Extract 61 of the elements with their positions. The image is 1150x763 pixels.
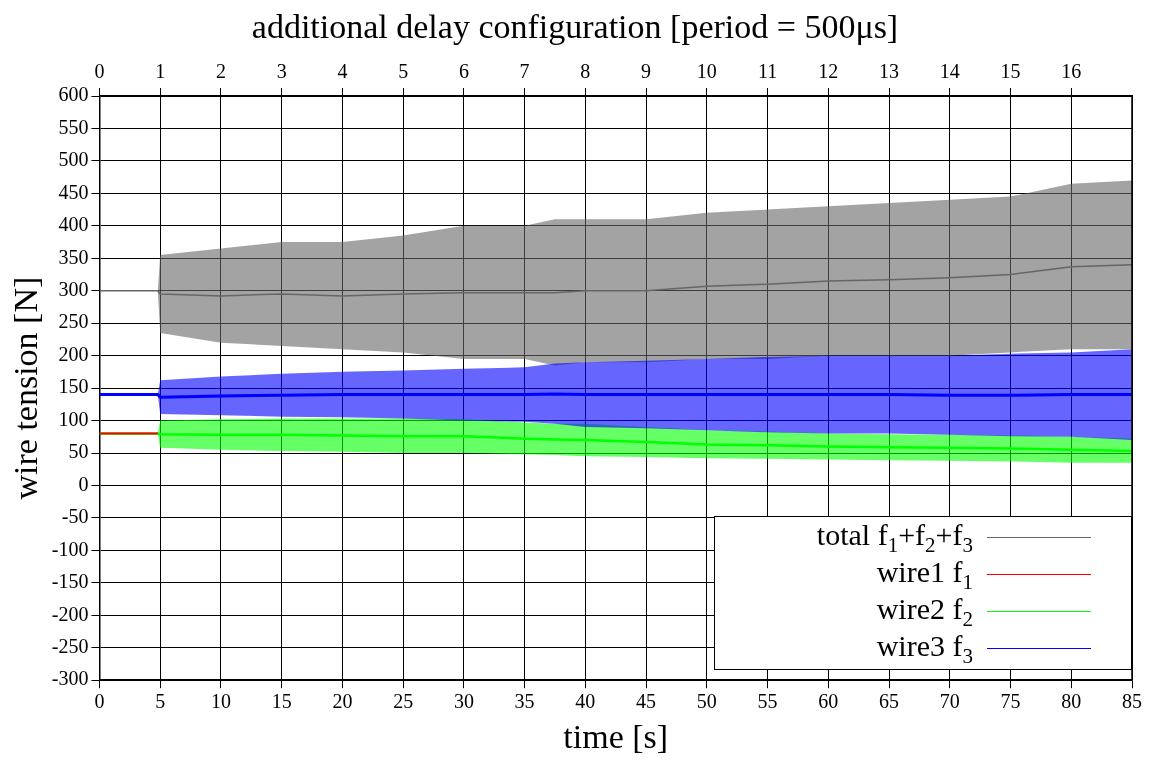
x2-tick-label: 14 [939,60,960,83]
y-tick-label: -300 [51,667,89,690]
x-tick-label: 5 [155,690,166,713]
x-tick-label: 50 [696,690,717,713]
x-tick-label: 15 [271,690,292,713]
y-tick-label: 50 [68,440,89,463]
x-axis-title: time [s] [563,717,669,755]
legend-label: total f$_{1}$+f$_{2}$+f$_{3}$ [816,517,973,557]
x2-tick-label: 15 [1000,60,1021,83]
y-tick-label: -150 [51,570,89,593]
y-tick-label: 100 [58,407,89,430]
y-tick-label: 600 [58,83,89,106]
x2-tick-label: 4 [337,60,348,83]
x-tick-label: 35 [514,690,535,713]
x-tick-label: 20 [332,690,353,713]
x2-tick-label: 13 [879,60,900,83]
y-tick-label: -50 [61,505,89,528]
y-tick-label: 450 [58,180,89,203]
y-tick-label: 500 [58,148,89,171]
legend-label: wire1 f$_{1}$ [876,554,973,594]
x2-tick-label: 9 [641,60,652,83]
x2-tick-label: 10 [696,60,717,83]
y-tick-label: -100 [51,537,89,560]
x-tick-label: 80 [1061,690,1082,713]
x-tick-label: 30 [453,690,474,713]
x2-tick-label: 8 [580,60,591,83]
x-tick-label: 65 [879,690,900,713]
x-tick-label: 60 [818,690,839,713]
x2-tick-label: 2 [215,60,226,83]
legend-label: wire3 f$_{3}$ [876,628,974,669]
x2-tick-label: 5 [398,60,409,83]
y-tick-label: 400 [58,213,89,236]
x2-tick-label: 12 [818,60,839,83]
y-tick-label: 250 [58,310,89,333]
x-tick-label: 75 [1000,690,1021,713]
y-tick-label: 350 [58,245,89,268]
x2-tick-label: 0 [94,60,105,83]
x2-tick-label: 7 [519,60,530,83]
x-tick-label: 70 [939,690,960,713]
y-tick-label: 200 [58,342,89,365]
x-tick-label: 55 [757,690,778,713]
y-tick-label: -200 [51,602,89,625]
x-tick-label: 25 [393,690,414,713]
y-axis-title: wire tension [N] [7,276,45,500]
x-tick-label: 40 [575,690,596,713]
chart-title: additional delay configuration [period = 500μs] [250,8,900,46]
legend-label: wire2 f$_{2}$ [876,591,973,631]
y-tick-label: 300 [58,277,89,300]
x2-tick-label: 1 [155,60,166,83]
y-tick-label: -250 [51,634,89,657]
x-tick-label: 45 [636,690,657,713]
x-tick-label: 85 [1122,690,1142,713]
y-tick-label: 150 [58,375,89,398]
x2-tick-label: 16 [1061,60,1082,83]
x2-tick-label: 3 [276,60,287,83]
x-tick-label: 10 [210,690,231,713]
x2-tick-label: 6 [458,60,469,83]
x2-tick-label: 11 [757,60,778,83]
y-tick-label: 550 [58,115,89,138]
y-tick-label: 0 [78,472,89,495]
x-tick-label: 0 [94,690,105,713]
